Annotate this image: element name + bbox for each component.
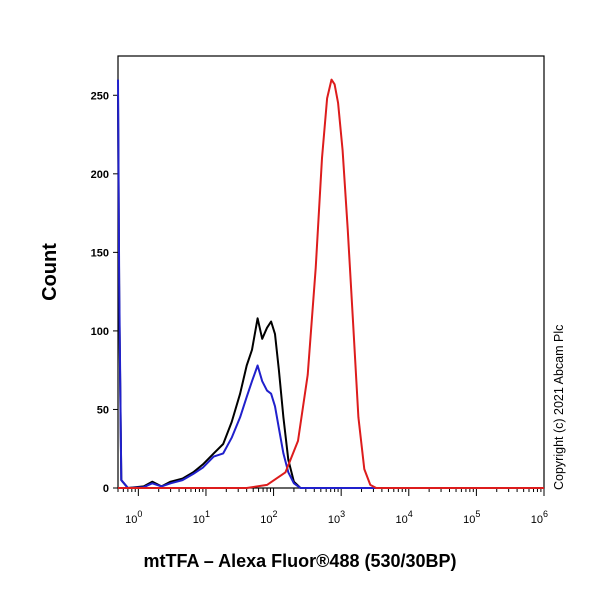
y-tick-label: 150 [91, 247, 109, 259]
y-axis: 0 50 100 150 200 250 [91, 90, 118, 495]
x-tick-label: 104 [396, 509, 413, 526]
histogram-curve-2 [117, 79, 544, 489]
y-tick-label: 50 [97, 404, 109, 416]
y-tick-label: 0 [103, 483, 109, 495]
histogram-series [117, 78, 544, 489]
histogram-curve-3 [118, 78, 544, 489]
x-tick-label: 106 [531, 509, 548, 526]
plot-frame [117, 55, 545, 489]
copyright-annotation: Copyright (c) 2021 Abcam Plc [552, 324, 566, 490]
x-tick-label: 101 [193, 509, 210, 526]
y-axis-label: Count [39, 243, 61, 301]
histogram-curve-1 [117, 95, 544, 489]
y-tick-label: 250 [91, 90, 109, 102]
x-axis-label: mtTFA – Alexa Fluor®488 (530/30BP) [143, 551, 457, 571]
y-tick-label: 200 [91, 169, 109, 181]
x-tick-label: 100 [125, 509, 142, 526]
x-tick-label: 105 [463, 509, 480, 526]
x-tick-label: 103 [328, 509, 345, 526]
x-axis: 100 101 102 103 104 105 106 [117, 488, 548, 526]
y-tick-label: 100 [91, 326, 109, 338]
x-tick-label: 102 [260, 509, 277, 526]
